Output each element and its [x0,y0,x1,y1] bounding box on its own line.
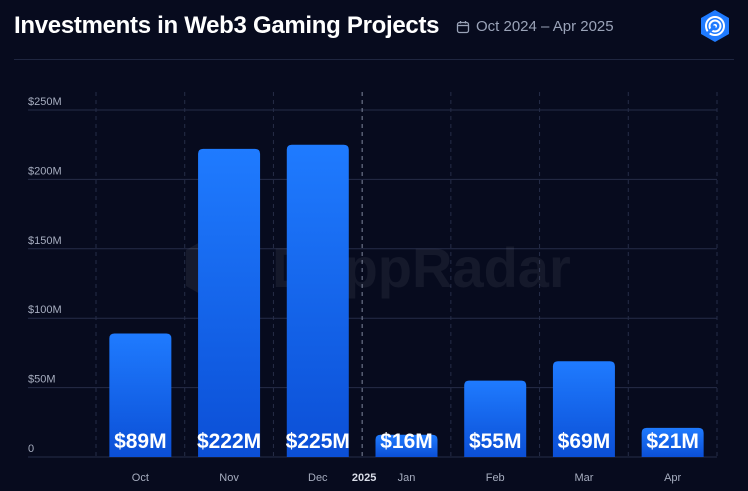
y-tick-label: $150M [28,235,62,247]
calendar-icon [456,20,470,34]
date-range: Oct 2024 – Apr 2025 [456,18,614,35]
header-divider [14,59,734,60]
y-tick-label: $100M [28,304,62,316]
x-tick-label: Nov [219,472,239,484]
value-label: $69M [558,430,611,453]
x-tick-label: Feb [486,472,505,484]
value-label: $16M [380,430,433,453]
bar-nov [198,148,261,457]
y-tick-label: $200M [28,165,62,177]
bar-oct [109,333,172,457]
x-tick-label: Jan [398,472,416,484]
x-tick-label: Dec [308,472,328,484]
value-label: $225M [286,430,350,453]
bar-apr [641,427,704,457]
date-range-label: Oct 2024 – Apr 2025 [476,18,614,35]
bar-jan [375,434,438,457]
y-tick-label: $250M [28,96,62,108]
bar-feb [464,380,527,457]
x-tick-label: Mar [574,472,593,484]
x-tick-label: Oct [132,472,149,484]
chart-title: Investments in Web3 Gaming Projects [14,12,440,39]
value-label: $89M [114,430,167,453]
x-tick-label: Apr [664,472,681,484]
bar-dec [286,144,349,457]
value-label: $55M [469,430,522,453]
y-tick-label: 0 [28,443,34,455]
y-tick-label: $50M [28,374,56,386]
value-label: $21M [646,430,699,453]
year-marker-label: 2025 [352,472,376,484]
dappradar-logo-icon [698,9,732,43]
value-label: $222M [197,430,261,453]
bar-mar [552,361,615,457]
